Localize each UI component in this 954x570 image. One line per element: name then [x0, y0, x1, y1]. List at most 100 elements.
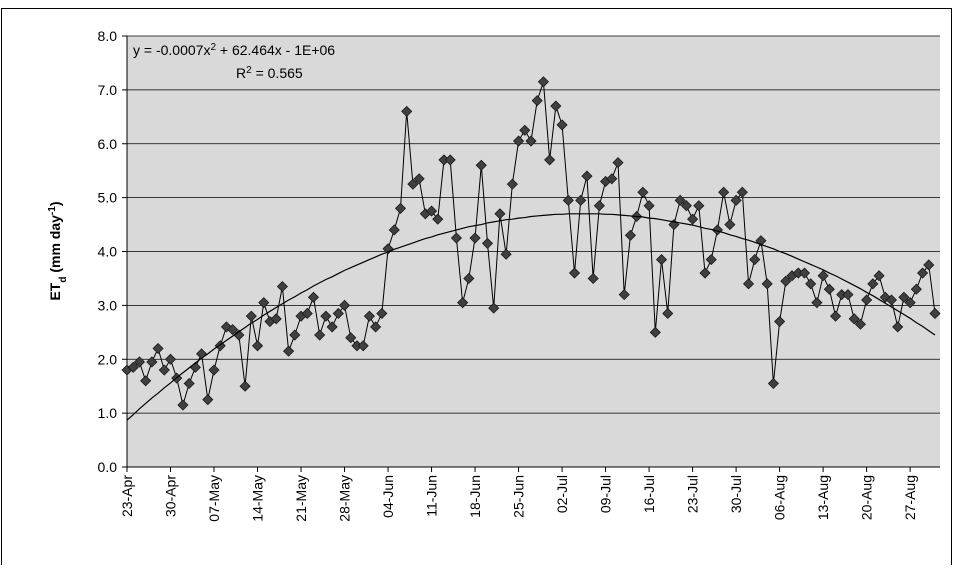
y-label-part: -1 [47, 206, 58, 215]
x-tick-label: 27-Aug [902, 475, 918, 520]
y-label-part: ) [47, 201, 63, 206]
data-point [320, 310, 332, 322]
r2-part: 2 [246, 65, 252, 76]
data-point [904, 297, 916, 309]
data-point [774, 315, 786, 328]
data-point [158, 364, 170, 376]
data-point [550, 100, 562, 112]
trend-line [126, 213, 936, 421]
data-point [742, 278, 755, 290]
data-point [127, 361, 139, 373]
data-point [475, 159, 487, 171]
x-tick-label: 23-Apr [119, 475, 135, 517]
data-point [718, 186, 730, 198]
r2-part: = 0.565 [252, 65, 303, 81]
data-point [152, 342, 164, 355]
data-point [457, 297, 469, 309]
data-point [164, 353, 177, 365]
data-point [146, 356, 158, 368]
data-point [345, 332, 357, 344]
data-point [208, 364, 220, 376]
data-point [674, 194, 686, 206]
y-tick-label: 6.0 [98, 136, 118, 152]
data-point [693, 200, 705, 212]
y-tick-label: 2.0 [98, 351, 118, 367]
r2-part: R [236, 65, 246, 81]
data-point [289, 329, 301, 341]
data-point [612, 157, 624, 169]
data-point [643, 200, 655, 212]
x-tick-label: 14-May [250, 475, 266, 522]
x-tick-label: 09-Jul [598, 475, 614, 513]
data-point [370, 321, 382, 333]
r-squared: R2 = 0.565 [236, 65, 303, 82]
x-tick-label: 07-May [206, 475, 222, 522]
data-point [214, 340, 226, 352]
y-tick-label: 4.0 [98, 244, 118, 260]
y-tick-label: 0.0 [98, 459, 118, 475]
data-point [892, 321, 904, 333]
data-point [568, 267, 581, 279]
x-tick-label: 11-Jun [424, 475, 440, 517]
y-axis-label: ETd (mm day-1) [47, 201, 69, 300]
data-point [227, 324, 239, 336]
data-point [531, 95, 543, 107]
data-point [749, 254, 761, 266]
data-point [245, 310, 257, 322]
y-tick-label: 7.0 [98, 82, 118, 98]
data-point [394, 202, 407, 214]
data-point [307, 291, 320, 303]
y-tick-label: 8.0 [98, 28, 118, 44]
x-tick-label: 06-Aug [772, 475, 788, 520]
data-point [283, 345, 295, 357]
data-point [798, 267, 811, 279]
data-point [363, 310, 375, 322]
x-tick-label: 04-Jun [380, 475, 396, 518]
data-point [357, 340, 369, 352]
data-point [923, 259, 935, 271]
data-point [867, 278, 879, 290]
data-point [338, 299, 351, 311]
y-label-part: (mm day [47, 215, 63, 277]
y-tick-label: 5.0 [98, 190, 118, 206]
data-point [910, 283, 922, 295]
data-point [450, 232, 462, 244]
trend-equation: y = -0.0007x2 + 62.464x - 1E+06 [133, 42, 335, 59]
plot-layer: 0.0 1.0 2.0 3.0 4.0 5.0 6.0 7.0 8.0 23-Apr 30-Apr 0… [98, 28, 941, 522]
data-point [413, 173, 425, 185]
data-point [463, 272, 475, 285]
data-point [494, 208, 506, 220]
data-point [848, 313, 860, 325]
data-point [500, 248, 512, 260]
y-label-part: d [58, 277, 69, 283]
data-point [556, 119, 568, 131]
data-point [767, 377, 779, 390]
data-point [736, 186, 748, 198]
data-point [506, 178, 518, 190]
data-point [699, 267, 711, 279]
data-point [879, 291, 891, 303]
x-tick-label: 21-May [293, 475, 309, 522]
x-tick-label: 16-Jul [641, 475, 657, 513]
data-point [388, 224, 400, 236]
data-point [624, 229, 637, 241]
data-point [481, 237, 494, 249]
data-point [711, 224, 724, 236]
x-tick-label: 30-Jul [728, 475, 744, 513]
data-point [537, 76, 549, 88]
data-point [805, 278, 817, 290]
data-point [755, 235, 767, 247]
data-point [823, 283, 835, 295]
equation-part: + 62.464x - 1E+06 [216, 42, 335, 58]
y-label-part: ET [47, 282, 63, 300]
data-point [425, 205, 438, 217]
data-point [854, 318, 866, 330]
y-tick-label: 3.0 [98, 297, 118, 313]
data-point [270, 313, 282, 325]
data-point [276, 280, 288, 293]
data-point [817, 270, 829, 282]
data-point [929, 307, 941, 320]
data-point [469, 232, 481, 244]
x-tick-label: 13-Aug [815, 475, 831, 520]
